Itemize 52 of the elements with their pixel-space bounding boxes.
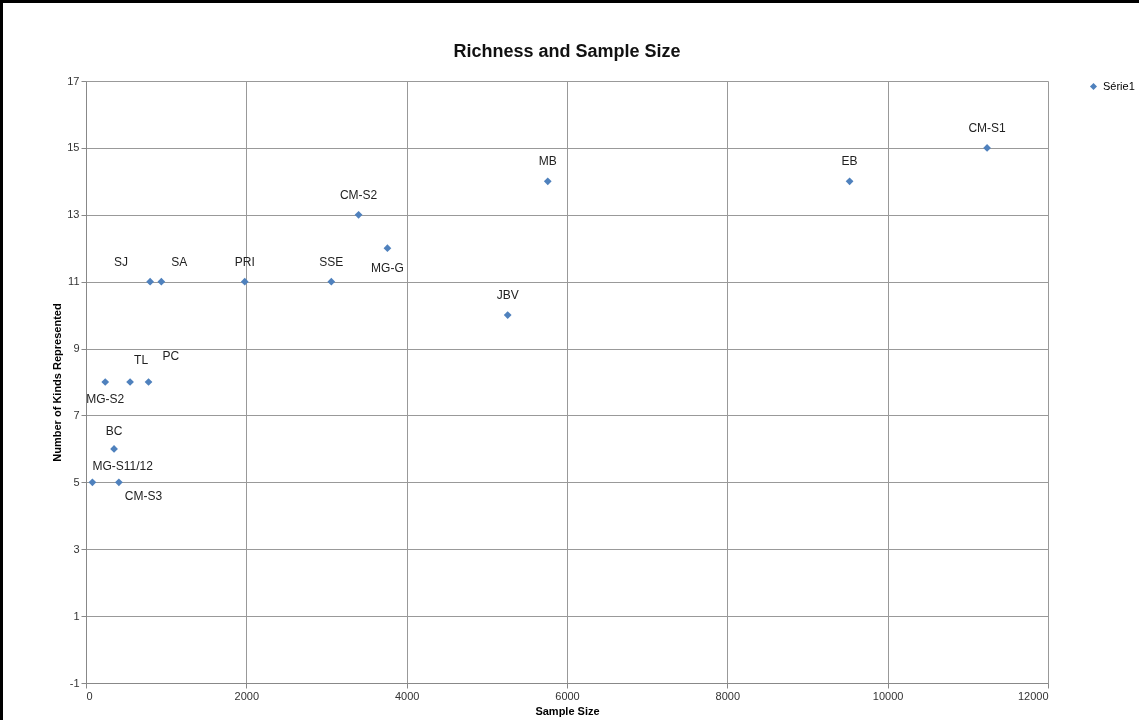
- point: [88, 478, 97, 487]
- data-label: MG-S11/12: [92, 459, 154, 474]
- x-tick-label: 10000: [872, 689, 904, 702]
- point: [543, 177, 552, 186]
- legend-label: Série1: [1103, 79, 1135, 92]
- point: [354, 210, 363, 219]
- data-label: JBV: [496, 288, 519, 303]
- data-label: SA: [171, 254, 188, 269]
- y-tick-label: 11: [68, 275, 80, 288]
- point: [503, 311, 512, 319]
- data-label: MB: [538, 154, 557, 169]
- data-label: PRI: [234, 254, 255, 269]
- point: [101, 378, 110, 386]
- data-label: BC: [105, 423, 123, 438]
- y-tick-label: 3: [73, 542, 80, 555]
- x-axis-title: Sample Size: [535, 704, 600, 717]
- point: [157, 277, 166, 286]
- point: [110, 445, 118, 453]
- data-label: SJ: [114, 254, 129, 269]
- x-tick-label: 8000: [715, 689, 741, 702]
- y-tick-label: 7: [73, 408, 80, 421]
- x-tick-label: 0: [86, 689, 93, 702]
- chart-title: Richness and Sample Size: [453, 41, 681, 61]
- point: [146, 277, 155, 286]
- data-label: CM-S3: [124, 489, 163, 504]
- point: [983, 144, 991, 152]
- data-label: TL: [134, 353, 149, 367]
- point: [383, 244, 392, 253]
- point: [845, 177, 854, 186]
- y-tick-label: 13: [67, 208, 80, 221]
- data-label: SSE: [319, 254, 344, 269]
- x-tick-label: 12000: [1017, 689, 1049, 702]
- data-label: MG-G: [371, 261, 404, 276]
- data-label: CM-S2: [339, 187, 378, 202]
- x-tick-label: 2000: [234, 689, 260, 702]
- y-tick-label: 9: [73, 342, 80, 355]
- data-label: PC: [162, 349, 180, 363]
- point: [115, 478, 123, 487]
- y-axis-title: Number of Kinds Represented: [51, 303, 64, 462]
- point: [327, 277, 336, 286]
- y-tick-label: 5: [73, 475, 80, 488]
- data-label: MG-S2: [86, 392, 125, 406]
- data-label: CM-S1: [968, 120, 1007, 135]
- x-tick-label: 6000: [555, 689, 580, 702]
- data-label: EB: [841, 154, 858, 169]
- point: [240, 277, 249, 286]
- y-tick-label: 15: [67, 141, 80, 154]
- y-tick-label: -1: [69, 676, 80, 689]
- x-tick-label: 4000: [394, 689, 420, 702]
- y-tick-label: 1: [73, 609, 80, 622]
- point: [144, 378, 153, 386]
- y-tick-label: 17: [67, 74, 80, 87]
